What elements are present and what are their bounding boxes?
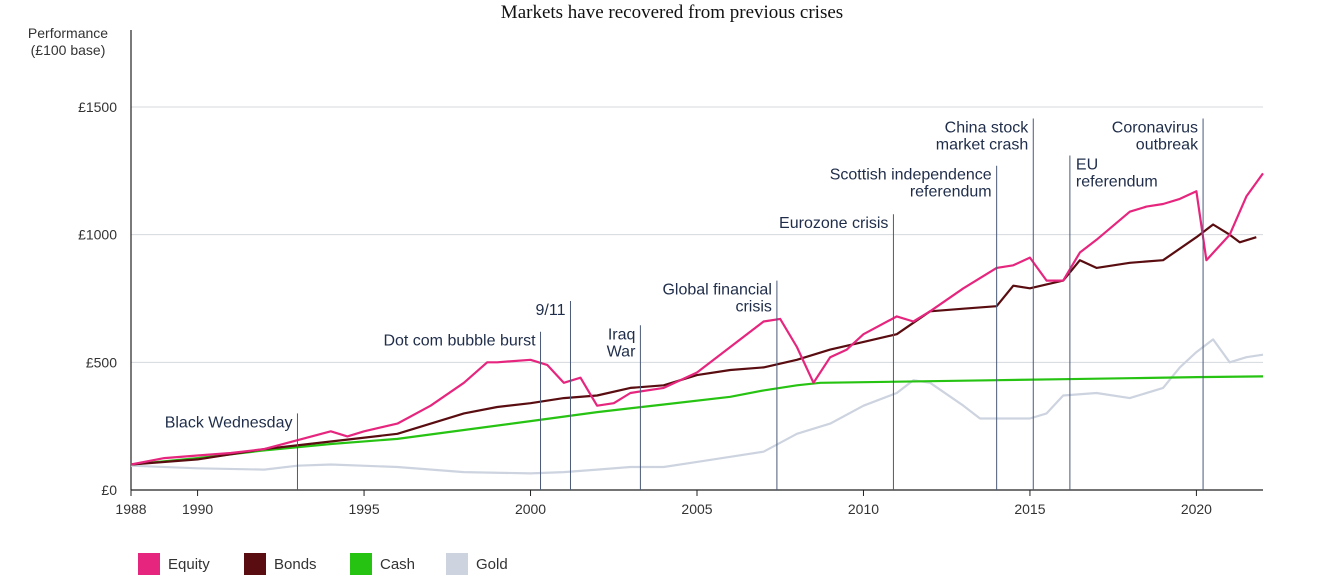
series-line-cash xyxy=(130,375,1264,466)
x-tick-label: 2000 xyxy=(515,501,546,517)
annotation-label-eu-referendum: EU referendum xyxy=(1076,157,1158,191)
x-axis: 1988 1990 1995 2000 2005 2010 2015 2020 xyxy=(115,30,1263,517)
legend-label-cash: Cash xyxy=(380,555,416,573)
annotation-label-dot-com-bubble-burst: Dot com bubble burst xyxy=(383,333,536,350)
legend-item-bonds: Bonds xyxy=(244,553,350,575)
annotation-label-9-11: 9/11 xyxy=(536,302,566,319)
annotation-label-coronavirus-outbreak: Coronavirus outbreak xyxy=(1112,119,1199,153)
annotation-label-global-financial-crisis: Global financial crisis xyxy=(662,282,771,316)
x-tick-label: 1995 xyxy=(348,501,379,517)
y-tick-label: £1500 xyxy=(78,99,117,115)
annotation-label-eurozone-crisis: Eurozone crisis xyxy=(779,215,888,232)
y-tick-label: £500 xyxy=(86,354,117,370)
legend-label-gold: Gold xyxy=(476,555,508,573)
legend-swatch-gold xyxy=(446,553,468,575)
annotation-label-scottish-independence-referendum: Scottish independence referendum xyxy=(830,167,992,201)
chart-title: Markets have recovered from previous cri… xyxy=(501,2,843,23)
x-tick-label: 2005 xyxy=(681,501,712,517)
x-tick-label: 2020 xyxy=(1181,501,1212,517)
legend-item-gold: Gold xyxy=(446,553,536,575)
series-group xyxy=(130,172,1264,475)
x-tick-label: 1990 xyxy=(182,501,213,517)
legend-swatch-cash xyxy=(350,553,372,575)
series-line-gold xyxy=(130,338,1264,475)
legend: Equity Bonds Cash Gold xyxy=(138,553,536,575)
legend-item-cash: Cash xyxy=(350,553,446,575)
annotation-label-china-stock-market-crash: China stock market crash xyxy=(936,119,1029,153)
y-axis-ticks: £0 £500 £1000 £1500 xyxy=(78,99,117,498)
legend-item-equity: Equity xyxy=(138,553,244,575)
series-line-bonds xyxy=(130,223,1257,466)
series-line-equity xyxy=(130,172,1264,466)
legend-swatch-bonds xyxy=(244,553,266,575)
annotation-label-iraq-war: Iraq War xyxy=(607,326,636,360)
annotation-label-black-wednesday: Black Wednesday xyxy=(165,414,293,431)
grid-lines xyxy=(131,106,1263,363)
y-tick-label: £0 xyxy=(101,482,117,498)
y-axis-label: Performance (£100 base) xyxy=(28,25,108,58)
legend-label-equity: Equity xyxy=(168,555,210,573)
legend-swatch-equity xyxy=(138,553,160,575)
x-tick-label: 2010 xyxy=(848,501,879,517)
y-tick-label: £1000 xyxy=(78,227,117,243)
x-tick-label: 2015 xyxy=(1014,501,1045,517)
x-tick-label: 1988 xyxy=(115,501,146,517)
legend-label-bonds: Bonds xyxy=(274,555,317,573)
